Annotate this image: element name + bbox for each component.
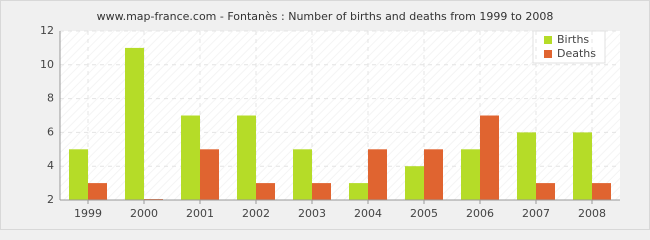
bar [181, 115, 200, 200]
x-tick-label: 1999 [74, 207, 102, 220]
x-tick-label: 2008 [578, 207, 606, 220]
y-tick-label: 12 [40, 24, 54, 37]
bar [125, 47, 144, 201]
bar [200, 149, 219, 200]
legend-marker [544, 50, 552, 58]
bar [69, 149, 88, 200]
x-tick-label: 2000 [130, 207, 158, 220]
bar [424, 149, 443, 200]
y-tick-label: 4 [47, 159, 54, 172]
legend-marker [544, 36, 552, 44]
bar [517, 132, 536, 200]
bar [573, 132, 592, 200]
bar [237, 115, 256, 200]
y-tick-label: 2 [47, 193, 54, 206]
chart-title: www.map-france.com - Fontanès : Number o… [97, 10, 554, 23]
bar [536, 183, 555, 200]
bar [461, 149, 480, 200]
legend-label: Births [557, 33, 589, 46]
bar [480, 115, 499, 200]
x-tick-label: 2006 [466, 207, 494, 220]
y-tick-label: 10 [40, 58, 54, 71]
bar [88, 183, 107, 200]
bar [293, 149, 312, 200]
chart: www.map-france.com - Fontanès : Number o… [0, 0, 650, 230]
bar [312, 183, 331, 200]
y-tick-label: 8 [47, 92, 54, 105]
bar [405, 166, 424, 200]
x-tick-label: 2007 [522, 207, 550, 220]
x-tick-label: 2001 [186, 207, 214, 220]
bar [368, 149, 387, 200]
x-tick-label: 2005 [410, 207, 438, 220]
bar [592, 183, 611, 200]
bar [349, 183, 368, 200]
y-tick-label: 6 [47, 125, 54, 138]
x-tick-label: 2002 [242, 207, 270, 220]
x-tick-label: 2004 [354, 207, 382, 220]
legend-label: Deaths [557, 47, 596, 60]
x-tick-label: 2003 [298, 207, 326, 220]
bar [256, 183, 275, 200]
